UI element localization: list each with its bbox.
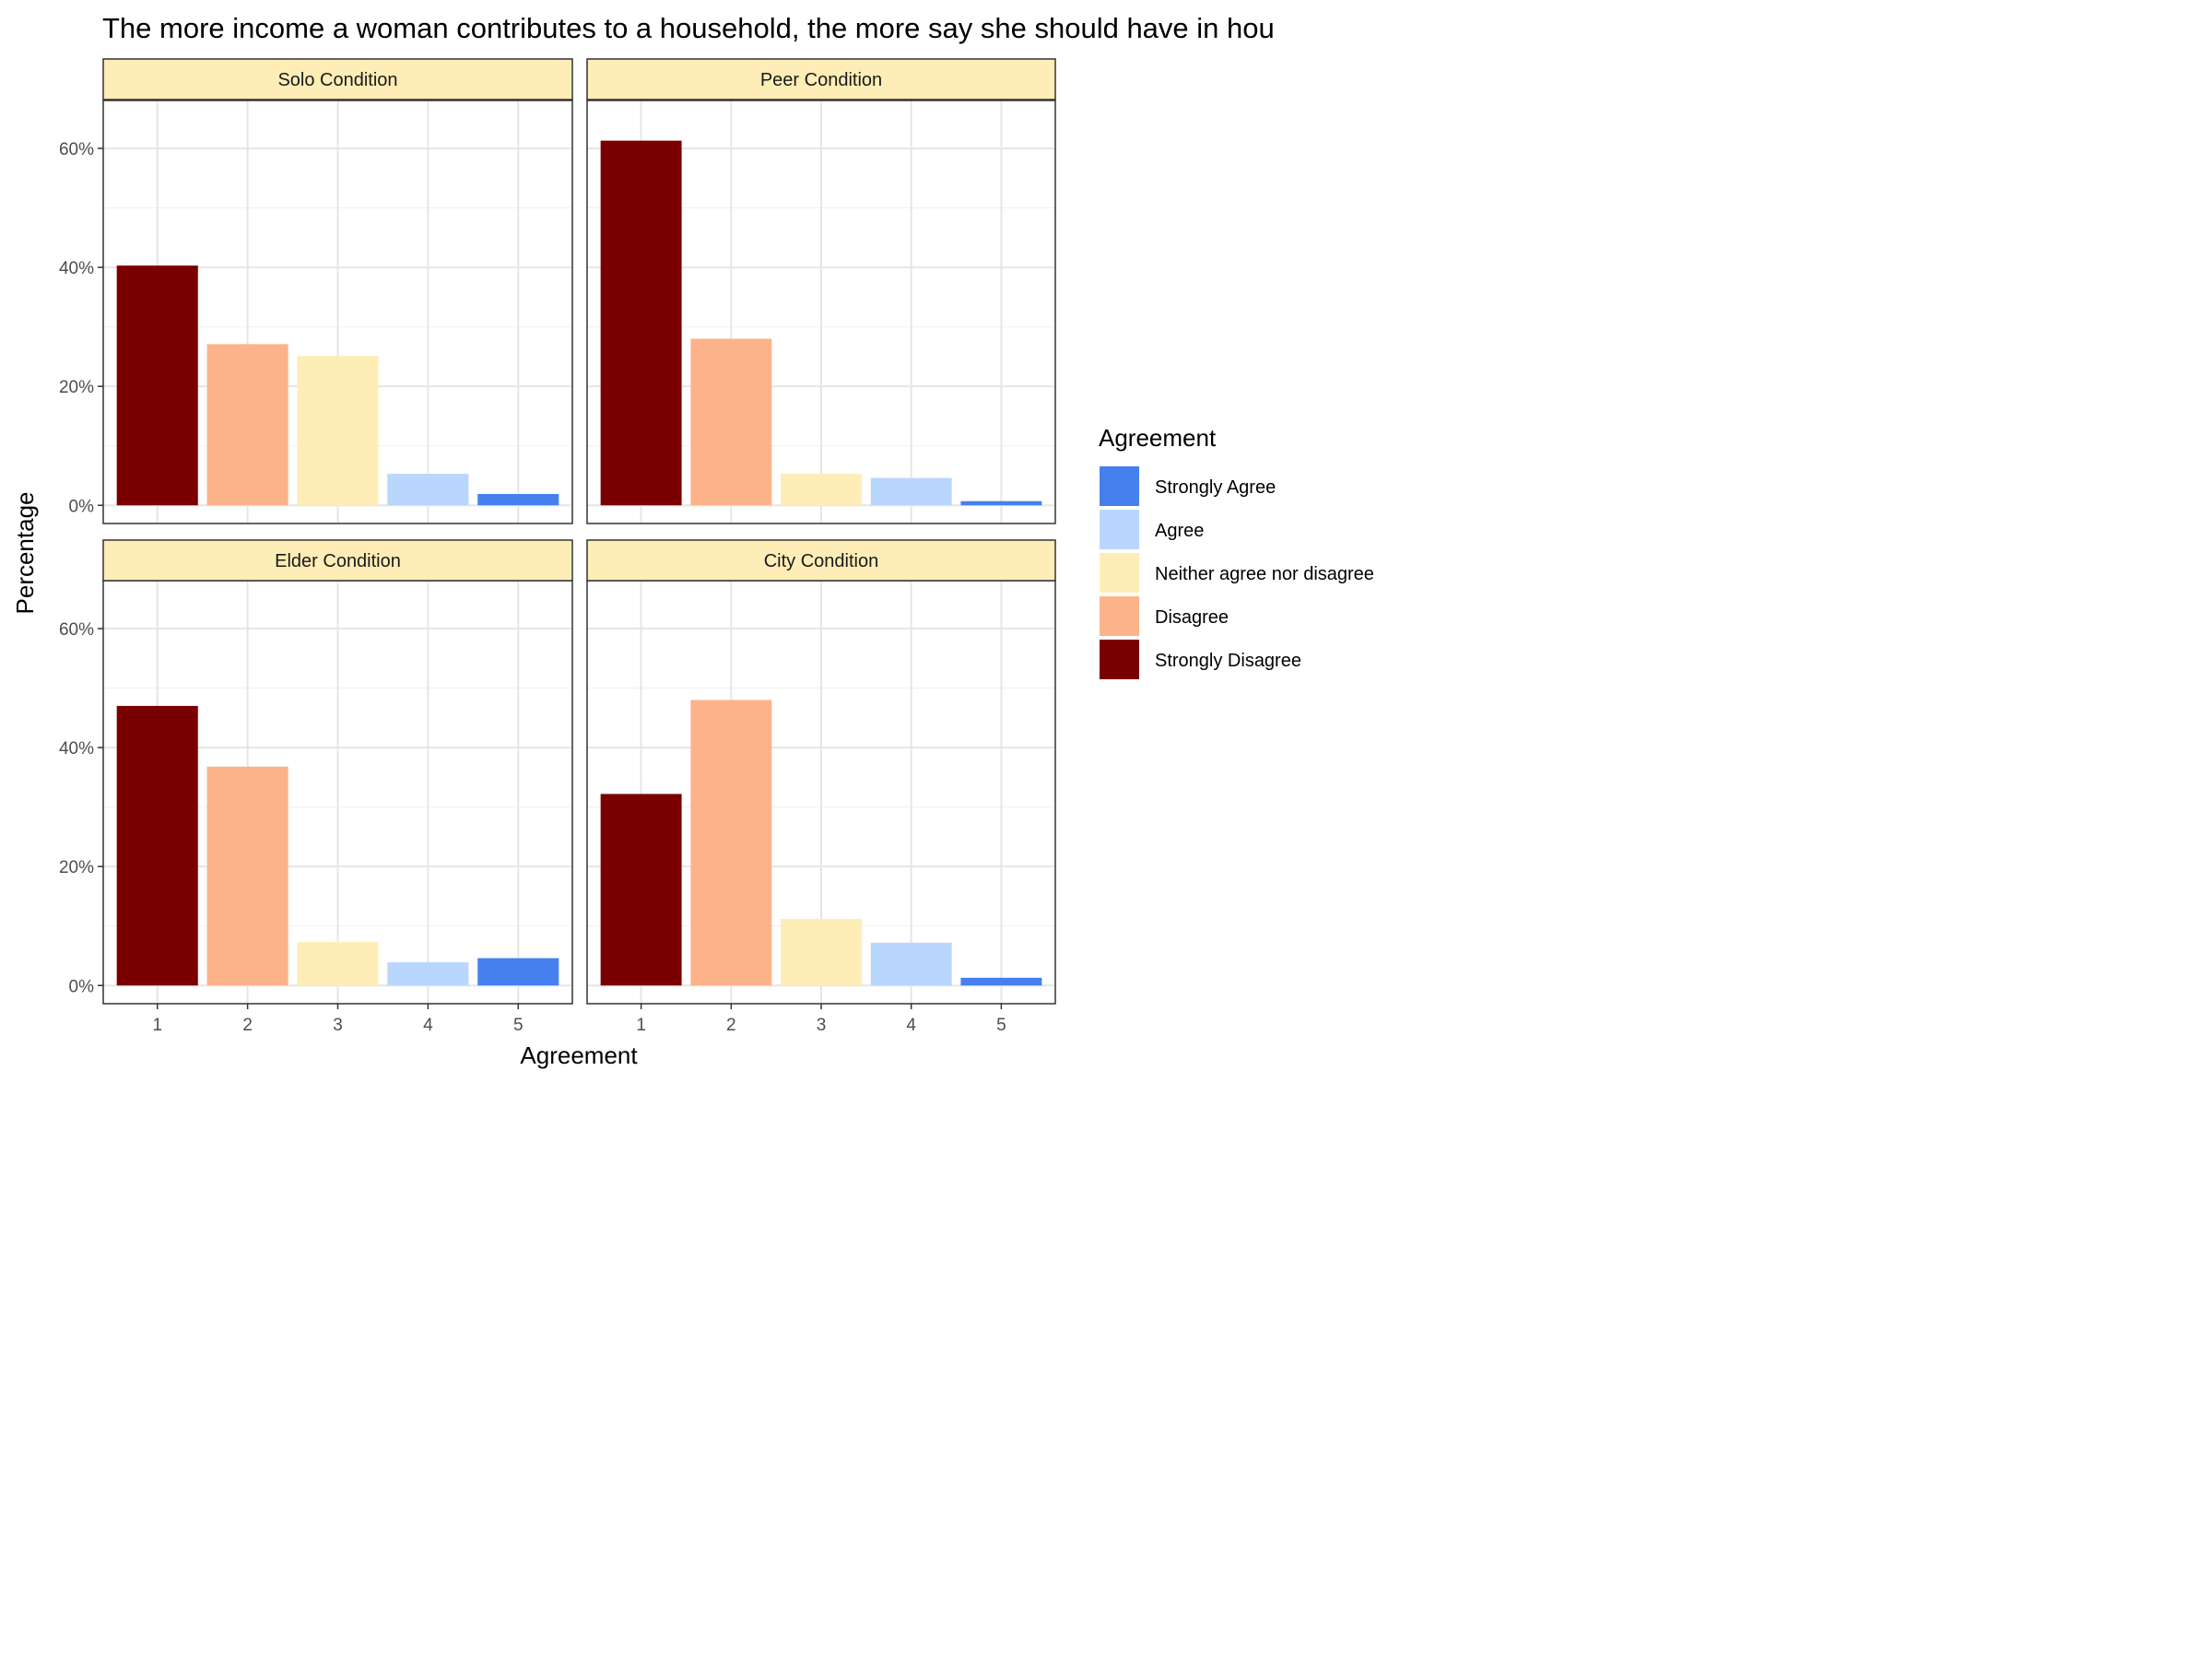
x-tick-label: 4 bbox=[423, 1016, 433, 1035]
x-tick-label: 1 bbox=[152, 1016, 162, 1035]
legend: Agreement Strongly Agree Agree Neither agr… bbox=[1099, 424, 1374, 679]
legend-label: Strongly Agree bbox=[1155, 477, 1276, 498]
legend-label: Neither agree nor disagree bbox=[1155, 564, 1374, 584]
y-tick-label: 0% bbox=[69, 977, 95, 996]
bar-5 bbox=[960, 977, 1042, 986]
bar-3 bbox=[781, 474, 862, 506]
bar-1 bbox=[116, 705, 198, 986]
strip-background bbox=[586, 539, 1056, 582]
panel-border bbox=[586, 100, 1056, 524]
bar-2 bbox=[690, 338, 772, 506]
x-tick-label: 4 bbox=[906, 1016, 916, 1035]
strip-background bbox=[586, 58, 1056, 100]
bar-5 bbox=[960, 500, 1042, 506]
y-tick-label: 60% bbox=[59, 140, 94, 159]
bar-4 bbox=[387, 474, 469, 506]
bar-3 bbox=[297, 942, 379, 986]
bar-3 bbox=[781, 918, 862, 986]
x-tick-label: 2 bbox=[242, 1016, 253, 1035]
legend-title: Agreement bbox=[1099, 424, 1217, 452]
legend-label: Disagree bbox=[1155, 607, 1229, 628]
bar-1 bbox=[600, 794, 682, 986]
x-tick-label: 5 bbox=[996, 1016, 1006, 1035]
x-tick-label: 3 bbox=[817, 1016, 827, 1035]
legend-swatch bbox=[1100, 640, 1139, 679]
legend-label: Strongly Disagree bbox=[1155, 651, 1301, 671]
bar-5 bbox=[477, 493, 559, 506]
y-axis-title: Percentage bbox=[11, 492, 39, 615]
x-tick-label: 5 bbox=[513, 1016, 524, 1035]
y-tick-label: 60% bbox=[59, 620, 94, 640]
strip-label: Elder Condition bbox=[275, 551, 401, 571]
bar-4 bbox=[387, 962, 469, 986]
y-tick-label: 40% bbox=[59, 739, 94, 759]
y-tick-label: 20% bbox=[59, 858, 94, 877]
faceted-bar-chart: The more income a woman contributes to a… bbox=[11, 12, 1374, 1069]
bar-4 bbox=[870, 942, 952, 986]
strip-background bbox=[102, 539, 573, 582]
x-tick-label: 3 bbox=[333, 1016, 343, 1035]
legend-swatch bbox=[1100, 510, 1139, 549]
bar-5 bbox=[477, 958, 559, 986]
legend-label: Agree bbox=[1155, 521, 1204, 541]
panel-border bbox=[102, 100, 573, 524]
bar-2 bbox=[206, 344, 288, 506]
panel-4: City Condition 1 2 3 4 5 bbox=[586, 539, 1056, 1035]
bar-3 bbox=[297, 356, 379, 506]
y-tick-label: 0% bbox=[69, 497, 95, 516]
y-tick-label: 40% bbox=[59, 259, 94, 278]
x-axis-title: Agreement bbox=[520, 1041, 638, 1069]
strip-label: City Condition bbox=[764, 551, 879, 571]
legend-swatch bbox=[1100, 466, 1139, 506]
panel-3: Elder Condition 0% 20% 40% 60% 1 2 3 4 5 bbox=[59, 539, 573, 1035]
chart-title: The more income a woman contributes to a… bbox=[102, 12, 1275, 44]
bar-1 bbox=[116, 265, 198, 506]
bar-2 bbox=[690, 700, 772, 986]
x-tick-label: 2 bbox=[726, 1016, 736, 1035]
strip-background bbox=[102, 58, 573, 100]
bar-4 bbox=[870, 477, 952, 506]
strip-label: Peer Condition bbox=[760, 70, 882, 90]
strip-label: Solo Condition bbox=[277, 70, 397, 90]
y-tick-label: 20% bbox=[59, 378, 94, 397]
legend-swatch bbox=[1100, 596, 1139, 636]
bar-1 bbox=[600, 140, 682, 506]
legend-swatch bbox=[1100, 553, 1139, 593]
panel-2: Peer Condition bbox=[586, 58, 1056, 524]
panel-1: Solo Condition 0% 20% 40% 60% bbox=[59, 58, 573, 524]
bar-2 bbox=[206, 766, 288, 986]
x-tick-label: 1 bbox=[636, 1016, 646, 1035]
